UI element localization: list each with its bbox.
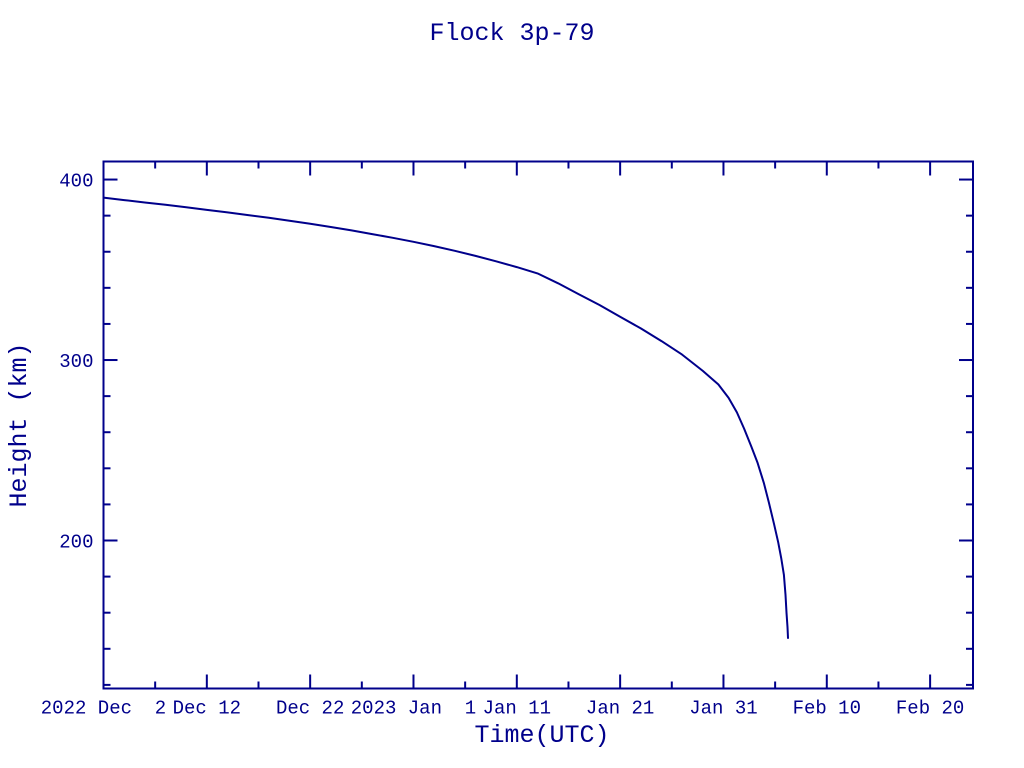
- y-tick-label: 400: [59, 171, 93, 193]
- chart-title: Flock 3p-79: [429, 19, 594, 48]
- x-tick-label: 2022 Dec 2: [41, 698, 166, 720]
- x-tick-label: Dec 12: [173, 698, 241, 720]
- decay-curve: [102, 196, 789, 639]
- x-tick-label: Dec 22: [276, 698, 344, 720]
- x-tick-label: Feb 10: [793, 698, 861, 720]
- x-tick-label: Jan 31: [689, 698, 757, 720]
- axis-tick-labels: 2022 Dec 2 Dec 12 Dec 22 2023 Jan 1 Jan 11 Ja…: [41, 171, 965, 720]
- x-tick-label: Jan 21: [586, 698, 654, 720]
- y-tick-label: 300: [59, 351, 93, 373]
- x-tick-label: 2023 Jan 1: [351, 698, 476, 720]
- axis-ticks: [103, 161, 973, 689]
- plot-frame: [102, 160, 974, 690]
- x-tick-label: Jan 11: [483, 698, 551, 720]
- y-tick-label: 200: [59, 532, 93, 554]
- x-axis-label: Time(UTC): [474, 721, 609, 750]
- x-tick-label: Feb 20: [896, 698, 964, 720]
- y-axis-label: Height (km): [5, 342, 34, 507]
